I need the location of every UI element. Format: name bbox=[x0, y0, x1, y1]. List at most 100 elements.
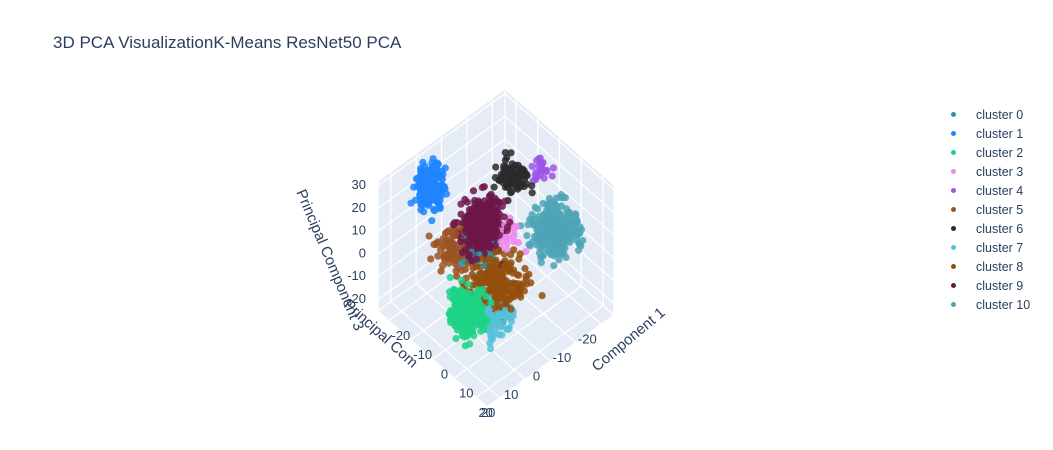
point-cluster-10 bbox=[523, 232, 531, 240]
point-cluster-5 bbox=[437, 246, 445, 254]
grid-line-z bbox=[377, 115, 506, 209]
x-tick-label: 20 bbox=[481, 405, 495, 420]
point-cluster-5 bbox=[452, 230, 460, 238]
point-cluster-9 bbox=[506, 218, 514, 226]
point-cluster-9 bbox=[477, 244, 485, 252]
point-cluster-3 bbox=[503, 239, 511, 247]
point-cluster-8 bbox=[495, 292, 503, 300]
point-cluster-1 bbox=[418, 179, 426, 187]
legend-label: cluster 1 bbox=[976, 126, 1024, 141]
point-cluster-1 bbox=[418, 201, 426, 209]
legend-item-cluster-4[interactable]: cluster 4 bbox=[946, 181, 1030, 200]
point-cluster-10 bbox=[555, 256, 563, 264]
point-cluster-0 bbox=[458, 259, 466, 268]
grid-line-z bbox=[504, 93, 615, 191]
point-cluster-10 bbox=[575, 240, 584, 248]
point-cluster-5 bbox=[450, 247, 458, 255]
legend-marker-icon bbox=[951, 188, 956, 193]
point-cluster-9 bbox=[476, 238, 484, 246]
point-cluster-7 bbox=[499, 319, 507, 327]
point-cluster-9 bbox=[449, 221, 457, 229]
point-cluster-8 bbox=[483, 274, 492, 283]
point-cluster-9 bbox=[501, 197, 509, 205]
legend-item-cluster-9[interactable]: cluster 9 bbox=[946, 276, 1030, 295]
point-cluster-6 bbox=[528, 189, 536, 197]
point-cluster-2 bbox=[475, 289, 483, 297]
point-cluster-8 bbox=[495, 247, 503, 255]
y-tick-label: 10 bbox=[504, 387, 518, 402]
z-tick-label: 0 bbox=[359, 245, 366, 260]
point-cluster-9 bbox=[465, 206, 473, 214]
point-cluster-10 bbox=[552, 194, 560, 202]
point-cluster-10 bbox=[555, 220, 563, 228]
point-cluster-8 bbox=[515, 255, 523, 263]
point-cluster-7 bbox=[504, 313, 512, 321]
point-cluster-10 bbox=[537, 259, 545, 267]
legend-item-cluster-10[interactable]: cluster 10 bbox=[946, 295, 1030, 314]
legend-label: cluster 2 bbox=[976, 145, 1024, 160]
point-cluster-9 bbox=[460, 214, 469, 222]
point-cluster-6 bbox=[512, 181, 520, 189]
point-cluster-9 bbox=[469, 187, 478, 195]
point-cluster-5 bbox=[433, 239, 441, 247]
z-tick-label: 30 bbox=[352, 177, 366, 192]
point-cluster-10 bbox=[547, 207, 555, 215]
legend-item-cluster-1[interactable]: cluster 1 bbox=[946, 124, 1030, 143]
point-cluster-5 bbox=[439, 262, 447, 270]
point-cluster-8 bbox=[488, 281, 496, 289]
legend-marker-icon bbox=[951, 112, 956, 117]
point-cluster-5 bbox=[437, 267, 445, 275]
legend-label: cluster 3 bbox=[976, 164, 1024, 179]
point-cluster-9 bbox=[461, 246, 469, 254]
x-tick-label: -20 bbox=[392, 328, 411, 343]
point-cluster-6 bbox=[490, 183, 498, 191]
point-cluster-2 bbox=[477, 327, 485, 335]
legend-marker-icon bbox=[951, 226, 956, 231]
point-cluster-2 bbox=[463, 331, 471, 339]
z-tick-label: -20 bbox=[347, 291, 366, 306]
legend-label: cluster 8 bbox=[976, 259, 1024, 274]
point-cluster-6 bbox=[518, 170, 527, 179]
point-cluster-10 bbox=[549, 228, 557, 236]
legend-item-cluster-7[interactable]: cluster 7 bbox=[946, 238, 1030, 257]
grid-line-z bbox=[504, 115, 615, 213]
point-cluster-8 bbox=[510, 246, 518, 254]
point-cluster-9 bbox=[472, 232, 480, 240]
data-points bbox=[407, 149, 587, 353]
point-cluster-5 bbox=[443, 228, 451, 236]
point-cluster-8 bbox=[522, 272, 530, 281]
point-cluster-1 bbox=[421, 186, 429, 194]
legend-item-cluster-5[interactable]: cluster 5 bbox=[946, 200, 1030, 219]
point-cluster-8 bbox=[504, 263, 512, 271]
legend-label: cluster 6 bbox=[976, 221, 1024, 236]
legend-label: cluster 7 bbox=[976, 240, 1024, 255]
x-tick-label: 10 bbox=[459, 386, 473, 401]
point-cluster-9 bbox=[484, 240, 492, 248]
legend-item-cluster-8[interactable]: cluster 8 bbox=[946, 257, 1030, 276]
point-cluster-9 bbox=[463, 198, 471, 206]
grid-line-z bbox=[377, 93, 506, 187]
point-cluster-9 bbox=[471, 199, 479, 208]
grid-line-y bbox=[390, 301, 501, 399]
point-cluster-10 bbox=[560, 237, 568, 245]
legend-item-cluster-2[interactable]: cluster 2 bbox=[946, 143, 1030, 162]
legend-item-cluster-0[interactable]: cluster 0 bbox=[946, 105, 1030, 124]
point-cluster-9 bbox=[491, 207, 499, 215]
point-cluster-8 bbox=[507, 305, 515, 313]
point-cluster-8 bbox=[486, 255, 494, 263]
point-cluster-6 bbox=[508, 188, 516, 196]
point-cluster-10 bbox=[569, 225, 577, 233]
point-cluster-10 bbox=[526, 242, 534, 250]
point-cluster-8 bbox=[512, 280, 520, 288]
point-cluster-10 bbox=[537, 238, 545, 247]
legend-item-cluster-6[interactable]: cluster 6 bbox=[946, 219, 1030, 238]
legend-item-cluster-3[interactable]: cluster 3 bbox=[946, 162, 1030, 181]
point-cluster-5 bbox=[425, 232, 433, 240]
legend-marker-icon bbox=[951, 207, 956, 212]
point-cluster-2 bbox=[464, 280, 472, 288]
point-cluster-6 bbox=[500, 166, 508, 174]
legend-marker-icon bbox=[951, 302, 956, 307]
point-cluster-7 bbox=[487, 345, 495, 353]
